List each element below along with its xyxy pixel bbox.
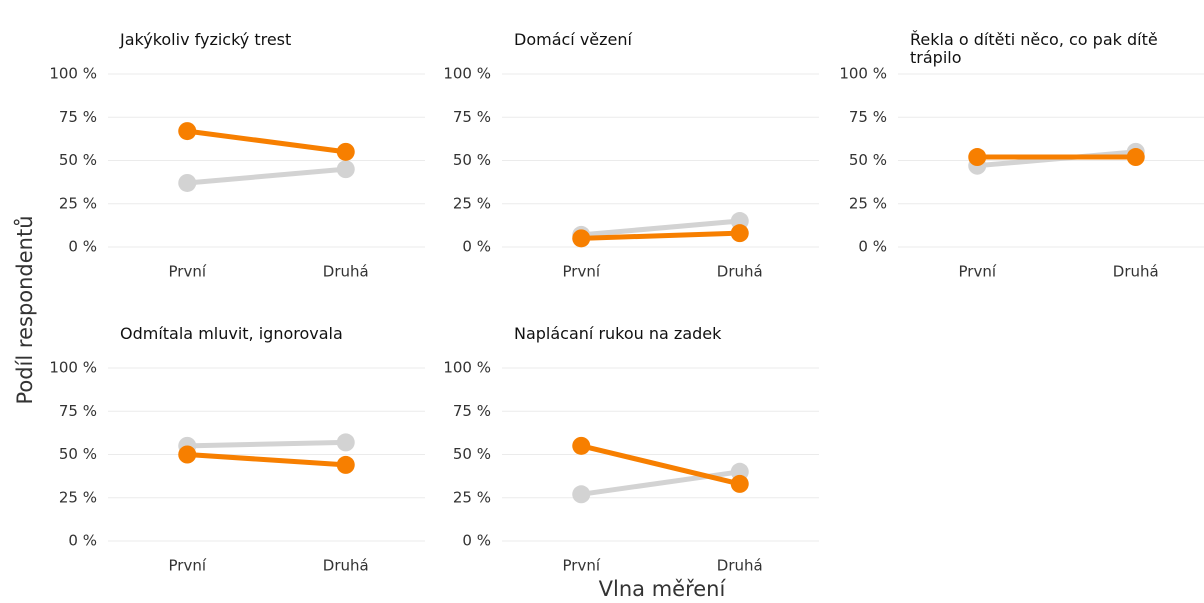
point <box>572 485 591 504</box>
y-tick-label: 25 % <box>453 488 491 506</box>
point <box>572 436 591 455</box>
y-tick-label: 25 % <box>453 194 491 212</box>
x-tick-label: Druhá <box>717 263 763 281</box>
y-tick-label: 100 % <box>443 359 491 377</box>
y-tick-label: 0 % <box>462 238 491 256</box>
y-tick-label: 50 % <box>59 445 97 463</box>
point <box>178 445 197 464</box>
y-tick-label: 50 % <box>849 151 887 169</box>
y-tick-label: 75 % <box>59 108 97 126</box>
y-tick-label: 50 % <box>453 151 491 169</box>
point <box>968 148 987 167</box>
series-line <box>580 443 741 487</box>
series-line <box>580 469 741 497</box>
x-tick-label: Druhá <box>717 557 763 575</box>
x-tick-label: První <box>563 263 601 281</box>
y-tick-label: 0 % <box>68 532 97 550</box>
y-tick-label: 50 % <box>453 445 491 463</box>
x-tick-label: První <box>169 263 207 281</box>
y-tick-label: 50 % <box>59 151 97 169</box>
y-tick-label: 75 % <box>849 108 887 126</box>
series-line <box>186 128 347 155</box>
series-line <box>581 230 740 241</box>
y-tick-label: 75 % <box>453 402 491 420</box>
panel-title: Řekla o dítěti něco, co pak dítě trápilo <box>910 30 1158 67</box>
y-tick-label: 25 % <box>59 488 97 506</box>
x-tick-label: Druhá <box>323 263 369 281</box>
point <box>336 142 355 161</box>
y-tick-label: 100 % <box>49 65 97 83</box>
series-line <box>187 439 346 449</box>
x-tick-label: První <box>959 263 997 281</box>
y-tick-label: 75 % <box>59 402 97 420</box>
point <box>730 224 749 243</box>
point <box>730 474 749 493</box>
point <box>178 122 197 141</box>
point <box>572 229 591 248</box>
x-tick-label: První <box>169 557 207 575</box>
y-axis-label: Podíl respondentů <box>13 215 37 404</box>
y-tick-label: 75 % <box>453 108 491 126</box>
y-tick-label: 25 % <box>849 194 887 212</box>
series-line <box>581 218 740 238</box>
series-line <box>187 452 346 468</box>
y-tick-label: 0 % <box>858 238 887 256</box>
panel-title: Jakýkoliv fyzický trest <box>120 30 292 49</box>
point <box>336 455 355 474</box>
point <box>1126 148 1145 167</box>
x-tick-label: Druhá <box>323 557 369 575</box>
y-tick-label: 100 % <box>443 65 491 83</box>
panel-title: Domácí vězení <box>514 30 632 49</box>
x-tick-label: Druhá <box>1113 263 1159 281</box>
point <box>178 173 197 192</box>
x-tick-label: První <box>563 557 601 575</box>
y-tick-label: 25 % <box>59 194 97 212</box>
x-axis-label: Vlna měření <box>599 577 727 601</box>
point <box>336 433 355 452</box>
series-line <box>187 166 346 186</box>
panel-title: Naplácaní rukou na zadek <box>514 324 722 343</box>
y-tick-label: 100 % <box>49 359 97 377</box>
y-tick-label: 100 % <box>839 65 887 83</box>
point <box>336 160 355 179</box>
y-tick-label: 0 % <box>68 238 97 256</box>
y-tick-label: 0 % <box>462 532 491 550</box>
panel-title: Odmítala mluvit, ignorovala <box>120 324 343 343</box>
